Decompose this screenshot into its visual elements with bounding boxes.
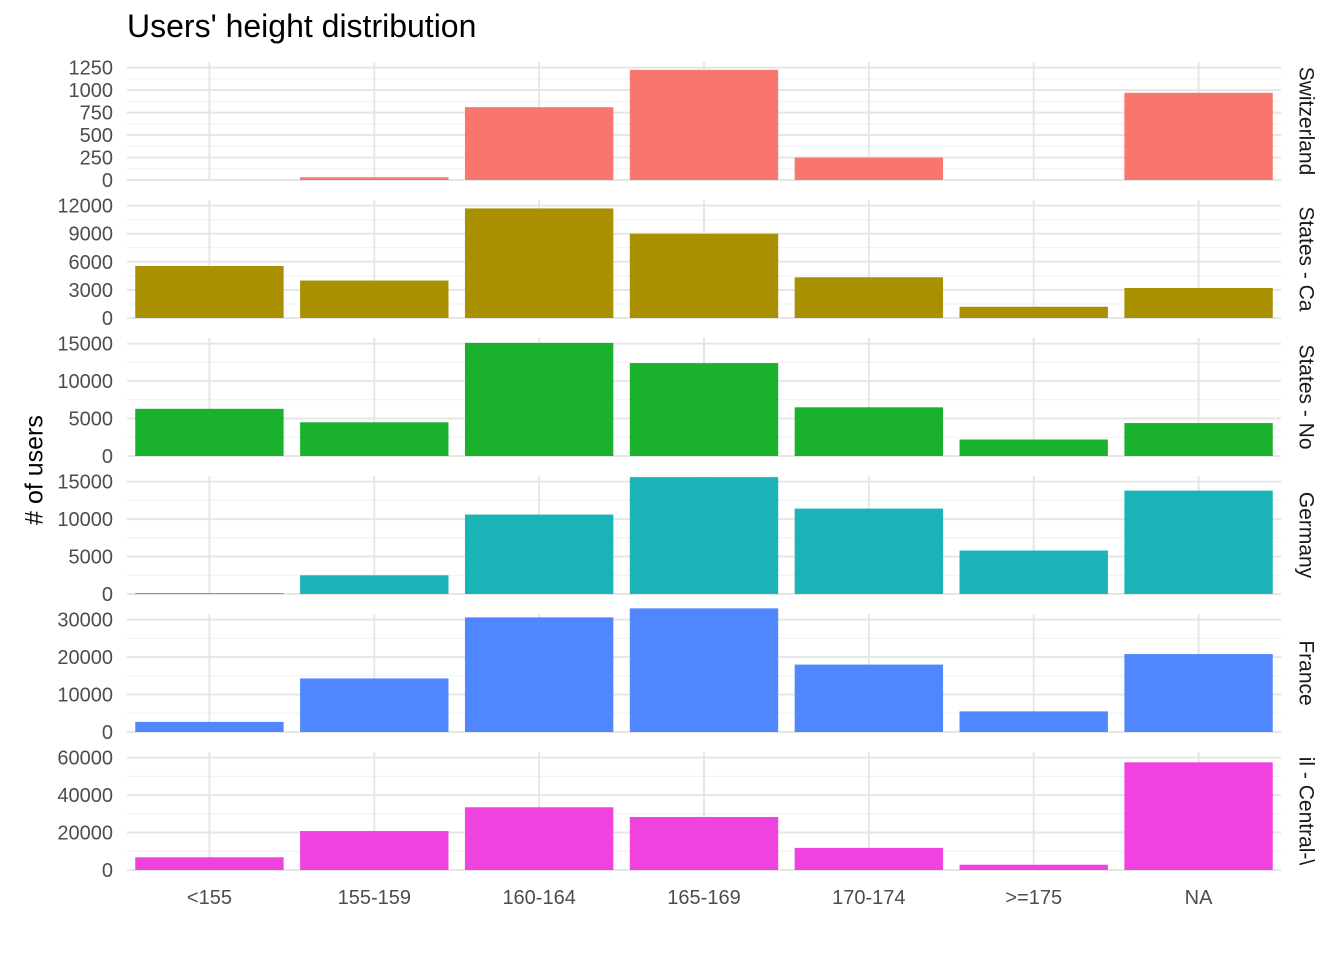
bar — [1124, 423, 1273, 456]
x-tick-label: 165-169 — [667, 887, 740, 909]
y-tick-label: 30000 — [57, 610, 113, 632]
y-tick-label: 10000 — [57, 685, 113, 707]
y-tick-label: 1250 — [69, 58, 114, 80]
y-tick-label: 40000 — [57, 785, 113, 807]
chart-title: Users' height distribution — [127, 8, 477, 44]
bar — [300, 177, 449, 180]
x-tick-label: 170-174 — [832, 887, 905, 909]
y-tick-label: 20000 — [57, 823, 113, 845]
y-tick-label: 750 — [80, 103, 113, 125]
bar — [300, 280, 449, 318]
x-tick-label: >=175 — [1005, 887, 1062, 909]
x-tick-label: <155 — [187, 887, 232, 909]
bar — [300, 831, 449, 870]
bar — [629, 363, 779, 456]
bar — [464, 617, 614, 732]
bar — [300, 575, 449, 594]
bar — [629, 816, 779, 870]
y-tick-label: 60000 — [57, 748, 113, 770]
y-tick-label: 1000 — [69, 80, 114, 102]
bar — [629, 69, 779, 180]
y-tick-label: 20000 — [57, 647, 113, 669]
bar — [629, 608, 779, 732]
y-tick-label: 0 — [102, 446, 113, 468]
bar — [135, 721, 284, 732]
bar — [300, 678, 449, 732]
y-tick-label: 0 — [102, 170, 113, 192]
bar — [794, 508, 944, 594]
y-tick-label: 0 — [102, 860, 113, 882]
y-tick-label: 0 — [102, 308, 113, 330]
bar — [1124, 762, 1273, 870]
bar — [629, 477, 779, 594]
bar — [135, 408, 284, 456]
bar — [794, 277, 944, 318]
bar — [959, 550, 1108, 594]
facet-strip-label: Switzerland — [1294, 67, 1317, 176]
facet-strip-label: Germany — [1294, 492, 1317, 579]
bar — [794, 157, 944, 180]
y-tick-label: 5000 — [69, 409, 114, 431]
y-axis-title: # of users — [21, 415, 49, 525]
bar — [464, 208, 614, 318]
y-tick-label: 6000 — [69, 252, 114, 274]
bar — [135, 266, 284, 318]
y-tick-label: 250 — [80, 148, 113, 170]
bar — [1124, 92, 1273, 180]
bar — [1124, 654, 1273, 732]
y-tick-label: 3000 — [69, 280, 114, 302]
bar — [959, 711, 1108, 732]
y-tick-label: 0 — [102, 722, 113, 744]
bar — [629, 233, 779, 318]
y-tick-label: 9000 — [69, 224, 114, 246]
facet-strip-label: States - No — [1294, 344, 1317, 449]
bar — [300, 422, 449, 456]
bar — [794, 407, 944, 456]
bar — [959, 439, 1108, 456]
bar — [794, 664, 944, 732]
y-tick-label: 15000 — [57, 334, 113, 356]
bar — [135, 593, 284, 594]
bar — [1124, 288, 1273, 318]
y-tick-label: 10000 — [57, 371, 113, 393]
y-tick-label: 5000 — [69, 547, 114, 569]
bar — [464, 514, 614, 594]
facet-strip-label: il - Central-\ — [1294, 757, 1317, 866]
x-tick-label: 160-164 — [502, 887, 575, 909]
y-tick-label: 10000 — [57, 509, 113, 531]
y-tick-label: 0 — [102, 584, 113, 606]
x-tick-label: NA — [1185, 887, 1213, 909]
bar — [464, 107, 614, 180]
bar — [464, 342, 614, 456]
bar — [464, 807, 614, 870]
y-tick-label: 500 — [80, 125, 113, 147]
facet-strip-label: States - Ca — [1294, 206, 1317, 311]
bar — [794, 847, 944, 870]
y-tick-label: 12000 — [57, 196, 113, 218]
bar — [135, 857, 284, 870]
y-tick-label: 15000 — [57, 472, 113, 494]
facet-strip-label: France — [1294, 640, 1317, 705]
bar — [959, 864, 1108, 870]
x-tick-label: 155-159 — [338, 887, 411, 909]
bar — [959, 306, 1108, 318]
bar — [1124, 490, 1273, 594]
